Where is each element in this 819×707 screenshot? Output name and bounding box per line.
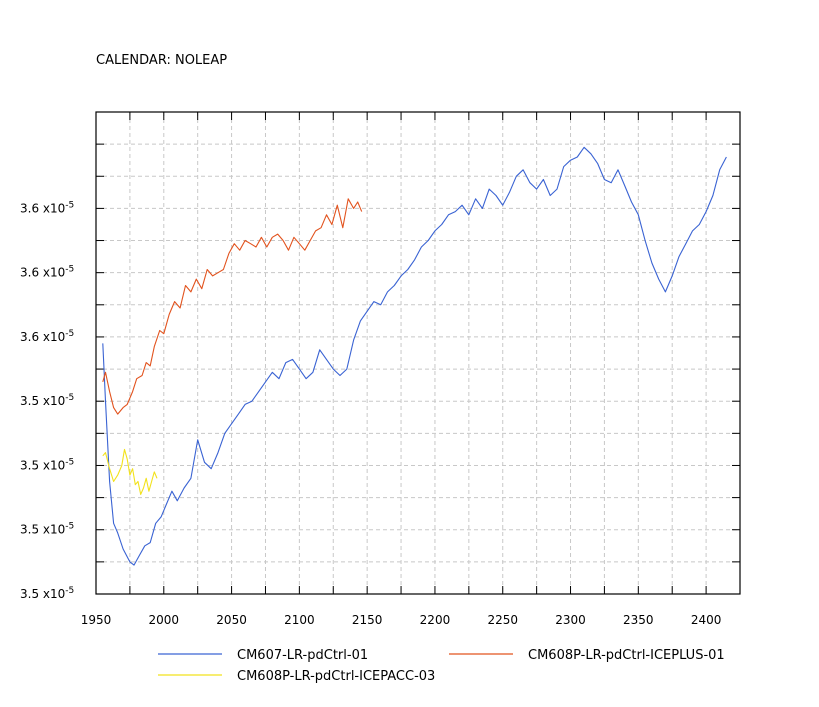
x-tick-label: 1950 — [81, 613, 112, 627]
y-tick-label: 3.5 x10-5 — [20, 393, 74, 408]
series-line-iceplus — [102, 198, 363, 415]
legend-label-icepacc: CM608P-LR-pdCtrl-ICEPACC-03 — [237, 669, 435, 684]
x-tick-label: 2400 — [691, 613, 722, 627]
x-tick-label: 2050 — [216, 613, 247, 627]
y-tick-label: 3.6 x10-5 — [20, 200, 74, 215]
x-tick-label: 2000 — [149, 613, 180, 627]
legend: CM607-LR-pdCtrl-01 CM608P-LR-pdCtrl-ICEP… — [158, 648, 725, 684]
x-tick-labels: 1950 2000 2050 2100 2150 2200 2250 2300 2350 2400 — [81, 613, 722, 627]
legend-label-iceplus: CM608P-LR-pdCtrl-ICEPLUS-01 — [528, 648, 725, 663]
y-tick-label: 3.5 x10-5 — [20, 457, 74, 472]
x-tick-label: 2300 — [555, 613, 586, 627]
series-group — [102, 146, 727, 566]
x-tick-label: 2150 — [352, 613, 383, 627]
x-tick-label: 2250 — [487, 613, 518, 627]
x-tick-label: 2200 — [420, 613, 451, 627]
calendar-label: CALENDAR: NOLEAP — [96, 53, 227, 68]
y-tick-label: 3.5 x10-5 — [20, 522, 74, 537]
x-tick-label: 2100 — [284, 613, 315, 627]
series-line-cm607 — [102, 146, 727, 566]
x-tick-label: 2350 — [623, 613, 654, 627]
plot-frame — [95, 111, 741, 595]
y-tick-label: 3.6 x10-5 — [20, 265, 74, 280]
grid — [96, 112, 740, 594]
y-tick-label: 3.5 x10-5 — [20, 586, 74, 601]
axis-ticks — [95, 111, 741, 595]
series-line-icepacc — [102, 448, 158, 495]
y-tick-label: 3.6 x10-5 — [20, 329, 74, 344]
legend-label-cm607: CM607-LR-pdCtrl-01 — [237, 648, 368, 663]
y-tick-labels: 3.5 x10-5 3.5 x10-5 3.5 x10-5 3.5 x10-5 3.6 … — [20, 200, 74, 601]
